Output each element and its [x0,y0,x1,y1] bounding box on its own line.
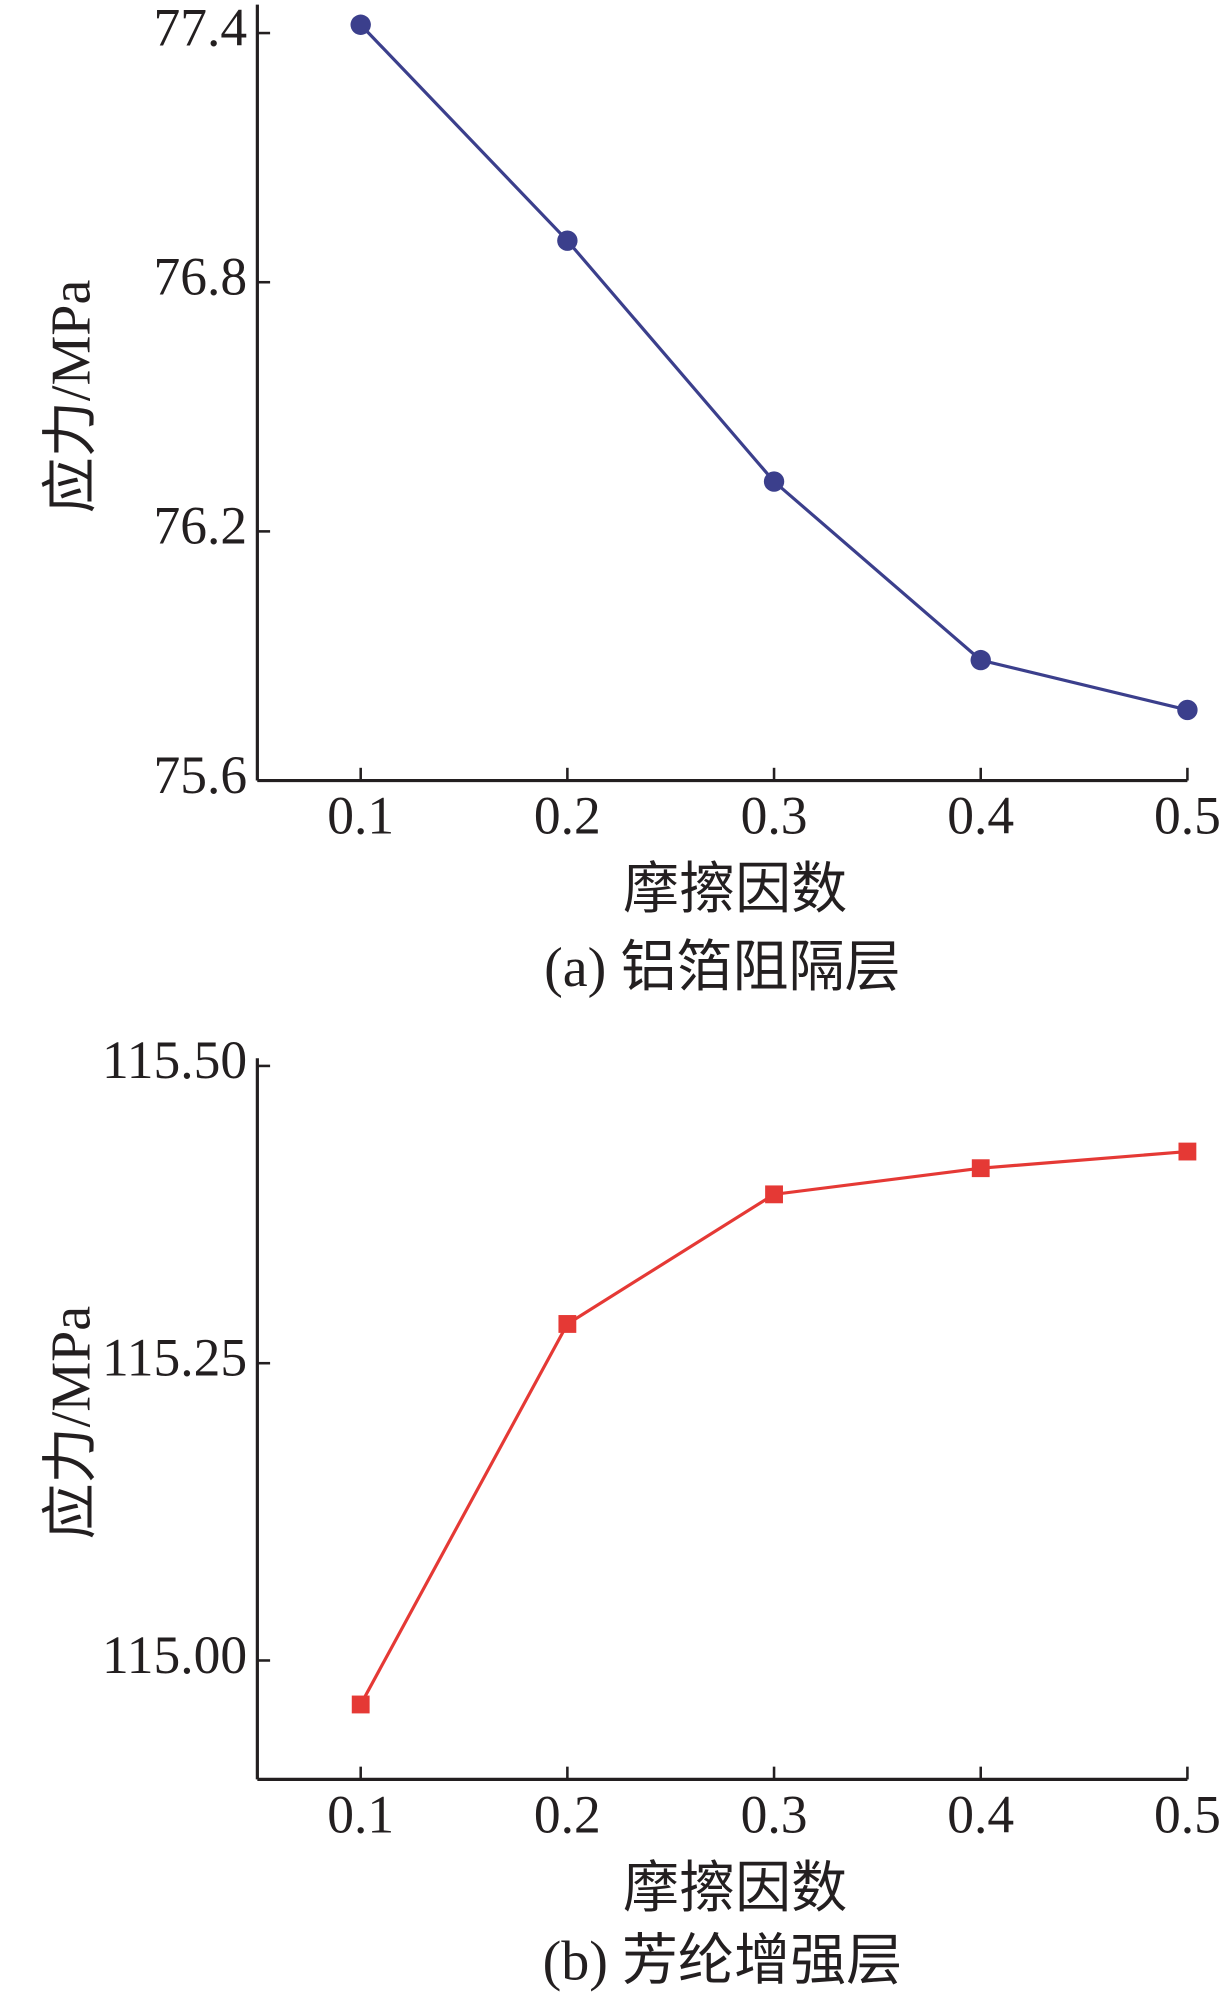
x-tick-label: 0.4 [947,1784,1014,1844]
marker [558,1315,577,1333]
x-axis-label: 摩擦因数 [623,859,847,921]
x-tick-label: 0.1 [327,786,394,846]
x-tick-label: 0.5 [1154,786,1221,846]
y-tick-label: 115.00 [102,1625,247,1685]
x-tick-label: 0.5 [1154,1784,1221,1844]
marker [971,1159,990,1178]
marker [350,14,371,35]
caption: (b) 芳纶增强层 [543,1931,903,1993]
x-axis-label: 摩擦因数 [623,1858,847,1920]
marker [763,471,785,492]
marker [1177,699,1198,721]
x-tick-label: 0.1 [327,1784,394,1844]
y-tick-label: 75.6 [154,745,248,805]
y-tick-label: 76.2 [154,496,248,556]
caption: (a) 铝箔阻隔层 [544,937,900,999]
x-tick-label: 0.2 [534,1784,601,1844]
y-tick-label: 76.8 [154,247,248,307]
marker [765,1185,783,1204]
x-tick-label: 0.2 [534,786,601,846]
x-tick-label: 0.4 [947,786,1014,846]
x-tick-label: 0.3 [741,1784,808,1844]
marker [970,649,991,671]
x-tick-label: 0.3 [741,786,808,846]
y-tick-label: 77.4 [154,0,248,57]
marker [1178,1142,1197,1161]
marker [557,230,578,251]
marker [351,1695,370,1714]
y-tick-label: 115.25 [102,1327,247,1387]
data-line [359,1149,1188,1706]
y-tick-label: 115.50 [102,1030,247,1090]
y-axis-label: 应力/MPa [40,280,102,514]
y-axis-label: 应力/MPa [40,1306,102,1540]
data-line [359,23,1188,712]
